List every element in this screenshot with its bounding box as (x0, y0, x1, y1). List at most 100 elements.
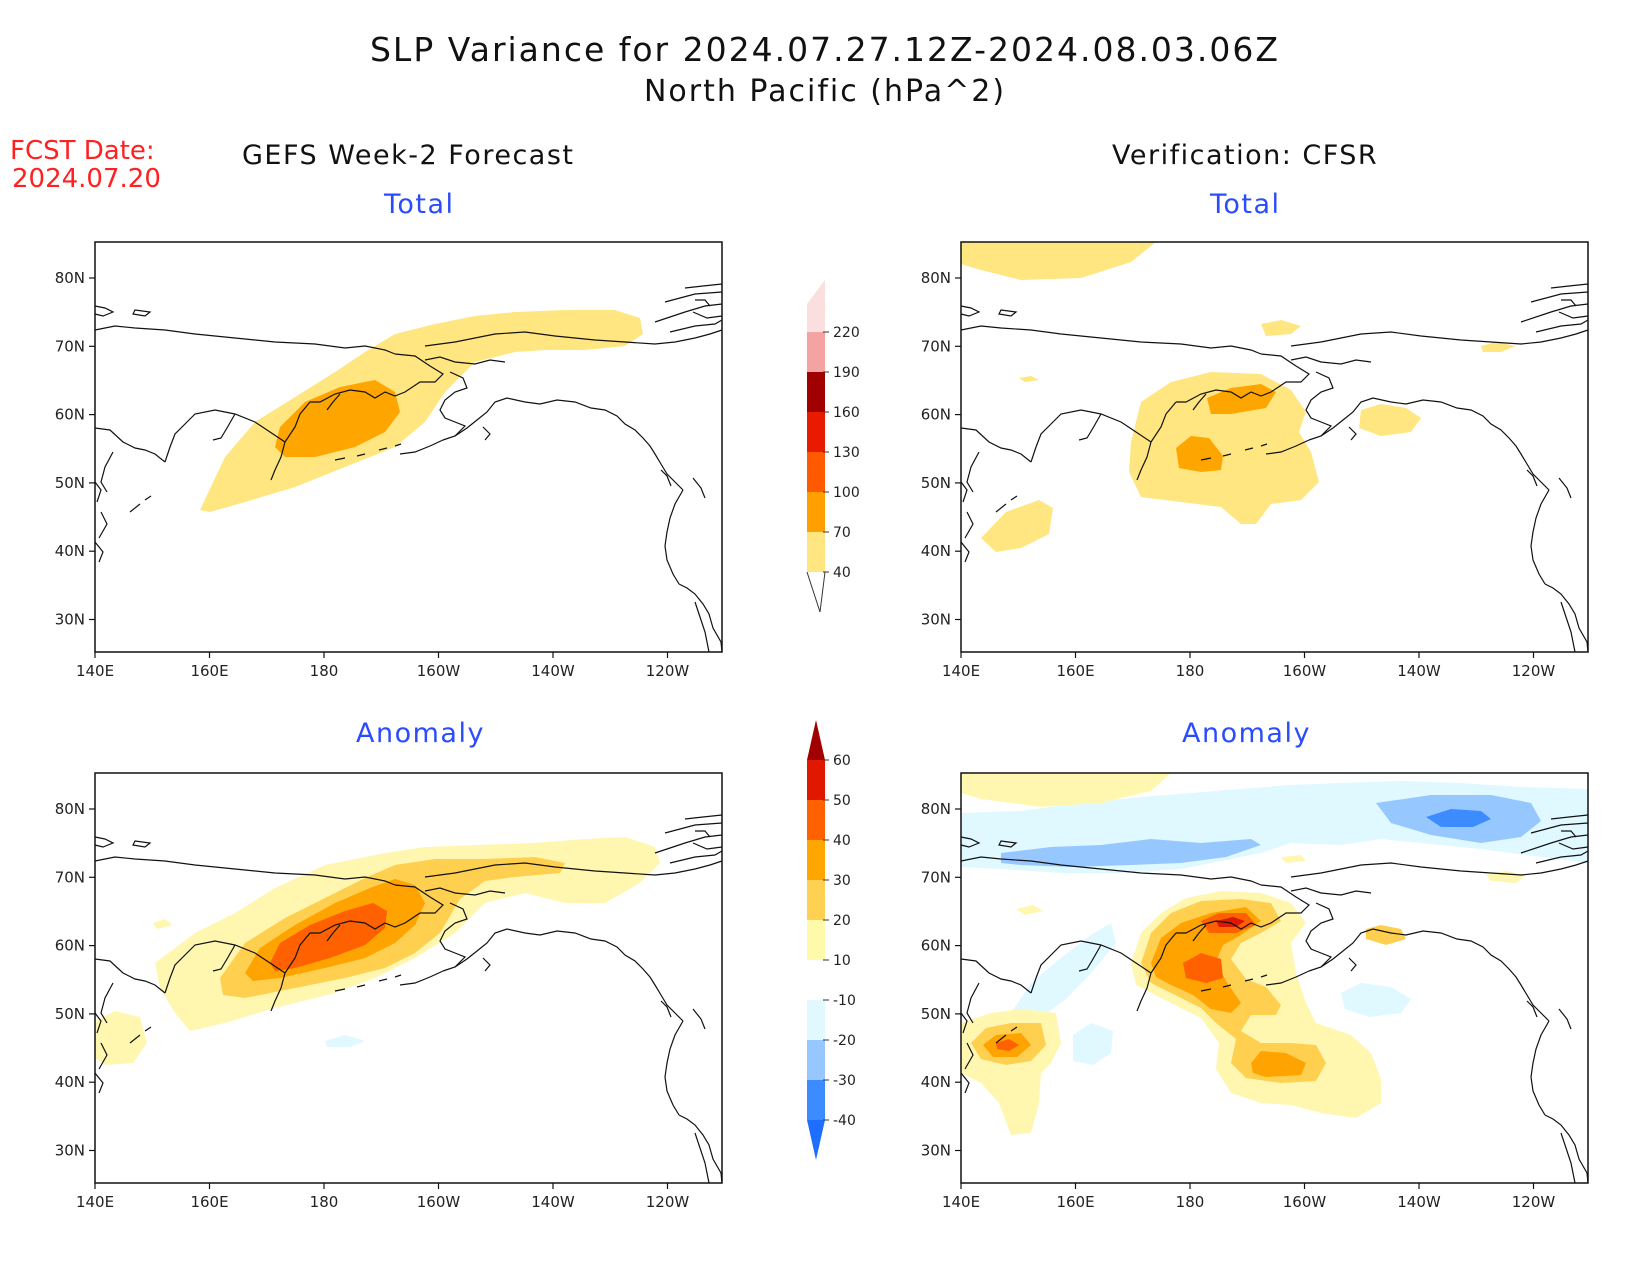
y-tick-label: 30N (921, 1142, 951, 1160)
panel-forecast-total (94, 241, 723, 653)
colorbar-anomaly-label: -40 (833, 1113, 856, 1129)
y-tick-label: 30N (921, 611, 951, 629)
x-tick-label: 160E (1056, 662, 1094, 680)
x-tick-label: 120W (646, 1193, 690, 1211)
y-tick-label: 40N (55, 1073, 85, 1091)
panel-title-total-verification: Total (1210, 189, 1281, 220)
panel-title-anomaly-verification: Anomaly (1182, 718, 1311, 749)
colorbar-anomaly-label: 50 (833, 793, 851, 809)
x-tick-label: 140E (942, 1193, 980, 1211)
contour-fill-verification-anomaly-40-b (1183, 953, 1223, 983)
colorbar-total-label: 190 (833, 365, 860, 381)
contour-fill-verification-anomaly-40-c (996, 1039, 1019, 1051)
forecast-date-value: 2024.07.20 (12, 164, 161, 194)
contour-fill-forecast-total-40 (200, 310, 643, 512)
panel-verification-total (960, 241, 1589, 653)
colorbar-total: 40 70 100 130 160 190 220 (806, 280, 860, 613)
colorbar-anomaly-swatch (807, 880, 825, 920)
x-tick-label: 180 (310, 662, 339, 680)
colorbar-anomaly-swatch (807, 800, 825, 840)
y-tick-label: 80N (55, 800, 85, 818)
left-column-heading: GEFS Week-2 Forecast (242, 140, 575, 171)
colorbar-total-label: 100 (833, 485, 860, 501)
x-tick-label: 180 (1176, 662, 1205, 680)
x-tick-label: 160E (1056, 1193, 1094, 1211)
contour-fill-verification-anomaly-neg10-kam (1011, 923, 1116, 1025)
colorbar-total-swatch (807, 412, 825, 452)
panel-forecast-total-frame (94, 241, 723, 653)
contour-fill-verification-total-40-blob6 (981, 500, 1053, 552)
colorbar-total-swatch (807, 492, 825, 532)
y-tick-label: 60N (55, 937, 85, 955)
x-tick-label: 140W (531, 662, 575, 680)
y-tick-label: 50N (921, 474, 951, 492)
colorbar-anomaly-swatch (807, 1040, 825, 1080)
x-tick-label: 140W (531, 1193, 575, 1211)
x-tick-label: 120W (1512, 1193, 1556, 1211)
contour-fill-forecast-total-70 (275, 380, 400, 457)
contour-fill-verification-total-40-blob3 (1019, 376, 1039, 382)
contour-fill-verification-anomaly-50 (1216, 917, 1245, 927)
contour-fill-verification-total-40-blob2 (1481, 342, 1516, 352)
y-tick-label: 70N (921, 337, 951, 355)
colorbar-anomaly-swatch (807, 840, 825, 880)
y-tick-label: 30N (55, 611, 85, 629)
main-title: SLP Variance for 2024.07.27.12Z-2024.08.… (369, 30, 1281, 69)
panel-title-anomaly-forecast: Anomaly (356, 718, 485, 749)
panel-verification-anomaly-frame (960, 772, 1589, 1184)
colorbar-total-label: 40 (833, 565, 851, 581)
y-tick-label: 80N (921, 800, 951, 818)
colorbar-total-swatch (807, 332, 825, 372)
colorbar-anomaly-label: 30 (833, 873, 851, 889)
colorbar-anomaly-swatch (807, 1000, 825, 1040)
colorbar-total-swatch (807, 452, 825, 492)
colorbar-anomaly-swatch (807, 1080, 825, 1120)
contour-fill-verification-anomaly-neg10-mid (1073, 1023, 1113, 1065)
colorbar-total-top-cap (807, 280, 825, 332)
y-tick-label: 50N (55, 474, 85, 492)
contour-fill-verification-anomaly-10-small1 (1281, 855, 1306, 863)
axis-labels: 140E 160E 180 160W 140W 120W 80N 70N 60N 50N 40N 30… (55, 269, 1556, 1211)
y-tick-label: 40N (921, 542, 951, 560)
x-tick-label: 120W (1512, 662, 1556, 680)
forecast-date-label: FCST Date: (10, 136, 155, 166)
y-tick-label: 80N (921, 269, 951, 287)
y-tick-label: 80N (55, 269, 85, 287)
colorbar-anomaly-label: -10 (833, 993, 856, 1009)
panel-verification-anomaly (960, 772, 1589, 1184)
main-subtitle: North Pacific (hPa^2) (643, 74, 1007, 109)
colorbar-anomaly-label: 10 (833, 953, 851, 969)
y-tick-label: 60N (921, 937, 951, 955)
colorbar-anomaly-bottom-cap (807, 1120, 825, 1160)
contour-fill-verification-anomaly-10-top (961, 773, 1171, 807)
x-tick-label: 140W (1397, 662, 1441, 680)
colorbar-anomaly-label: 40 (833, 833, 851, 849)
contour-fill-verification-total-40-blob1 (1261, 320, 1301, 336)
y-tick-label: 50N (55, 1005, 85, 1023)
colorbar-anomaly-label: -20 (833, 1033, 856, 1049)
panel-forecast-anomaly-frame (94, 772, 723, 1184)
colorbar-anomaly-swatch (807, 760, 825, 800)
y-tick-label: 40N (921, 1073, 951, 1091)
y-tick-label: 70N (55, 337, 85, 355)
contour-fill-verification-anomaly-10-small3 (1016, 905, 1043, 915)
x-tick-label: 180 (1176, 1193, 1205, 1211)
colorbar-anomaly-swatch (807, 920, 825, 960)
colorbar-total-label: 70 (833, 525, 851, 541)
colorbar-anomaly-top-cap (807, 720, 825, 760)
colorbar-total-label: 160 (833, 405, 860, 421)
colorbar-total-label: 130 (833, 445, 860, 461)
colorbar-anomaly-label: 20 (833, 913, 851, 929)
x-tick-label: 160W (417, 1193, 461, 1211)
y-tick-label: 70N (55, 868, 85, 886)
contour-fill-verification-anomaly-neg30-north (1426, 809, 1491, 827)
y-tick-label: 60N (921, 406, 951, 424)
y-tick-label: 60N (55, 406, 85, 424)
x-tick-label: 160E (190, 662, 228, 680)
x-tick-label: 140E (76, 662, 114, 680)
x-tick-label: 160W (1283, 662, 1327, 680)
contour-fill-verification-anomaly-neg20-arctic (1001, 839, 1261, 867)
contour-fill-forecast-anomaly-10-west (95, 1011, 147, 1065)
y-tick-label: 70N (921, 868, 951, 886)
